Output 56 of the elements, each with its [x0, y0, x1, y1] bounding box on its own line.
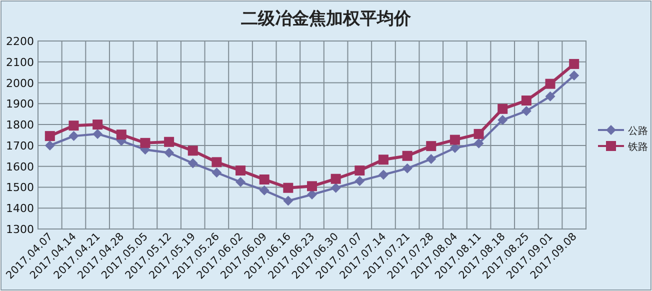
- point: [68, 131, 79, 142]
- point: [164, 136, 174, 147]
- point: [307, 190, 317, 200]
- point: [450, 134, 460, 145]
- y-tick-label: 1400: [6, 202, 34, 216]
- point: [545, 91, 556, 102]
- point: [188, 146, 198, 156]
- point: [426, 141, 436, 152]
- point: [283, 196, 294, 206]
- point: [259, 185, 270, 196]
- point: [498, 114, 508, 125]
- point: [498, 104, 508, 114]
- point: [426, 154, 436, 164]
- point: [521, 106, 532, 116]
- point: [330, 182, 341, 193]
- point: [402, 150, 412, 161]
- legend-label: 铁路: [627, 141, 648, 153]
- chart-title: 二级冶金焦加权平均价: [241, 9, 412, 29]
- point: [188, 158, 198, 168]
- point: [569, 58, 580, 69]
- point: [474, 138, 484, 148]
- point: [521, 96, 532, 106]
- y-tick-label: 1700: [6, 139, 34, 152]
- point: [44, 140, 55, 150]
- y-tick-label: 2200: [6, 35, 34, 48]
- point: [545, 78, 556, 89]
- point: [474, 128, 484, 139]
- point: [68, 120, 79, 131]
- point: [330, 174, 341, 184]
- y-tick-label: 1900: [6, 98, 34, 111]
- legend-label: 公路: [628, 125, 648, 137]
- y-tick-label: 2100: [6, 56, 34, 69]
- point: [307, 181, 317, 192]
- y-tick-label: 2000: [6, 76, 34, 90]
- point: [569, 70, 580, 80]
- point: [354, 166, 365, 176]
- point: [378, 154, 388, 165]
- point: [236, 166, 246, 176]
- point: [354, 176, 365, 186]
- point: [259, 174, 270, 184]
- point: [44, 131, 55, 142]
- y-tick-label: 1500: [6, 181, 34, 194]
- point: [212, 157, 222, 168]
- y-tick-label: 1300: [6, 223, 34, 236]
- point: [116, 130, 126, 140]
- point: [236, 177, 246, 187]
- y-tick-label: 1800: [6, 118, 34, 132]
- point: [164, 148, 174, 158]
- y-tick-label: 1600: [6, 160, 34, 174]
- point: [140, 138, 150, 148]
- point: [378, 170, 388, 180]
- point: [283, 182, 294, 193]
- point: [92, 128, 103, 139]
- point: [92, 120, 103, 130]
- point: [402, 163, 412, 174]
- point: [212, 168, 222, 178]
